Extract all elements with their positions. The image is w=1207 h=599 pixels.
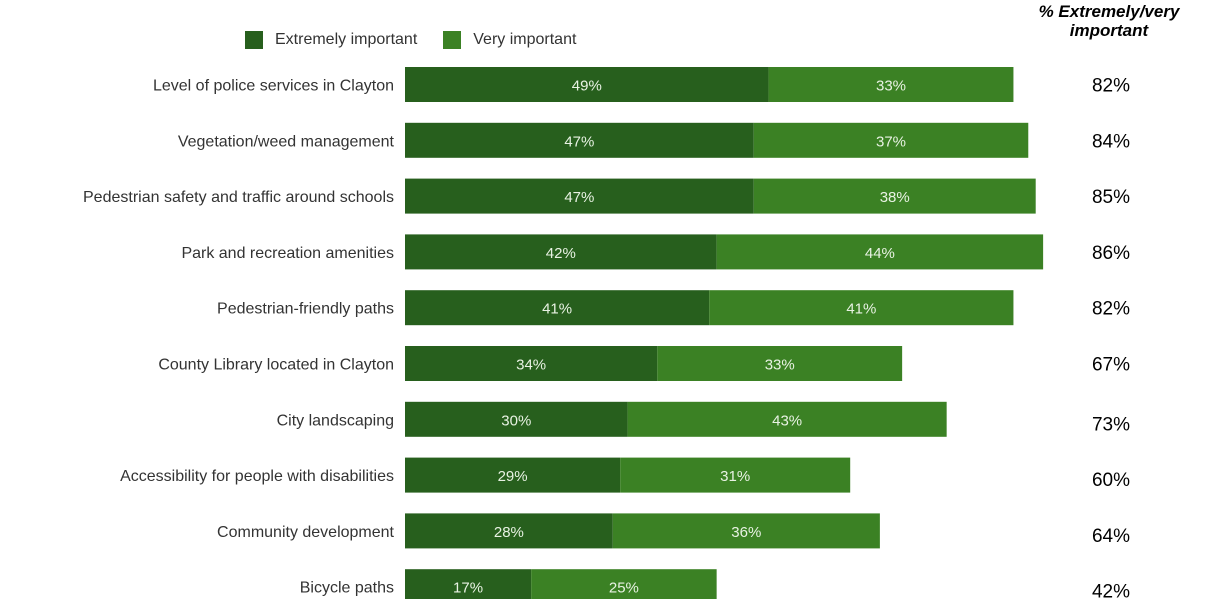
total-value: 67% [1092, 355, 1130, 376]
total-header-line2: important [1069, 21, 1149, 40]
total-value: 82% [1092, 299, 1130, 320]
bar-extremely [405, 513, 613, 549]
bar-extremely [405, 122, 754, 158]
bar-extremely [405, 569, 532, 599]
total-value: 84% [1092, 131, 1130, 152]
data-label-extremely: 34% [516, 357, 546, 374]
bar-extremely [405, 290, 710, 326]
bar-very [627, 401, 947, 437]
data-label-very: 31% [720, 468, 750, 485]
total-value: 64% [1092, 526, 1130, 547]
bar-extremely [405, 457, 621, 493]
category-label: County Library located in Clayton [158, 357, 394, 374]
bar-extremely [405, 67, 769, 102]
category-label: Level of police services in Clayton [153, 78, 394, 95]
bar-extremely [405, 234, 717, 270]
data-label-extremely: 41% [542, 301, 572, 318]
category-label: Community development [217, 524, 395, 541]
legend-label-extremely: Extremely important [275, 31, 418, 48]
bar-extremely [405, 401, 628, 437]
bar-very [709, 290, 1014, 326]
bar-very [716, 234, 1044, 270]
category-label: City landscaping [277, 412, 394, 429]
total-header-line1: % Extremely/very [1038, 2, 1180, 21]
data-label-very: 37% [876, 133, 906, 150]
legend-item-extremely: Extremely important [245, 31, 417, 49]
category-label: Pedestrian-friendly paths [217, 301, 394, 318]
chart-legend: Extremely important Very important [245, 31, 602, 49]
data-label-extremely: 30% [501, 412, 531, 429]
bar-very [657, 346, 903, 381]
category-label: Bicycle paths [300, 580, 394, 597]
data-label-very: 25% [609, 580, 639, 597]
category-label: Pedestrian safety and traffic around sch… [83, 189, 394, 206]
legend-label-very: Very important [473, 31, 577, 48]
data-label-very: 44% [865, 245, 895, 262]
data-label-extremely: 28% [494, 524, 524, 541]
category-label: Park and recreation amenities [181, 245, 394, 262]
data-label-very: 33% [876, 78, 906, 95]
data-label-very: 41% [846, 301, 876, 318]
total-value: 86% [1092, 243, 1130, 264]
total-value: 82% [1092, 76, 1130, 97]
total-value: 60% [1092, 470, 1130, 491]
data-label-extremely: 17% [453, 580, 483, 597]
legend-swatch-very [443, 31, 462, 49]
legend-swatch-extremely [245, 31, 263, 49]
bar-extremely [405, 178, 754, 214]
data-label-extremely: 47% [564, 189, 594, 206]
data-label-extremely: 47% [564, 133, 594, 150]
data-label-very: 36% [731, 524, 761, 541]
data-label-very: 43% [772, 412, 802, 429]
total-column-header: % Extremely/very important [1005, 2, 1207, 40]
category-label: Vegetation/weed management [178, 133, 395, 150]
bar-very [753, 122, 1029, 158]
bar-very [620, 457, 851, 493]
bar-extremely [405, 346, 658, 381]
total-value: 73% [1092, 414, 1130, 435]
data-label-extremely: 49% [572, 78, 602, 95]
total-value: 85% [1092, 187, 1130, 208]
data-label-extremely: 42% [546, 245, 576, 262]
category-label: Accessibility for people with disabiliti… [120, 468, 394, 485]
data-label-very: 33% [765, 357, 795, 374]
legend-item-very: Very important [443, 31, 576, 49]
bar-very [531, 569, 717, 599]
data-label-extremely: 29% [498, 468, 528, 485]
bar-very [753, 178, 1036, 214]
bar-very [768, 67, 1014, 102]
bar-very [612, 513, 880, 549]
total-value: 42% [1092, 582, 1130, 599]
data-label-very: 38% [880, 189, 910, 206]
